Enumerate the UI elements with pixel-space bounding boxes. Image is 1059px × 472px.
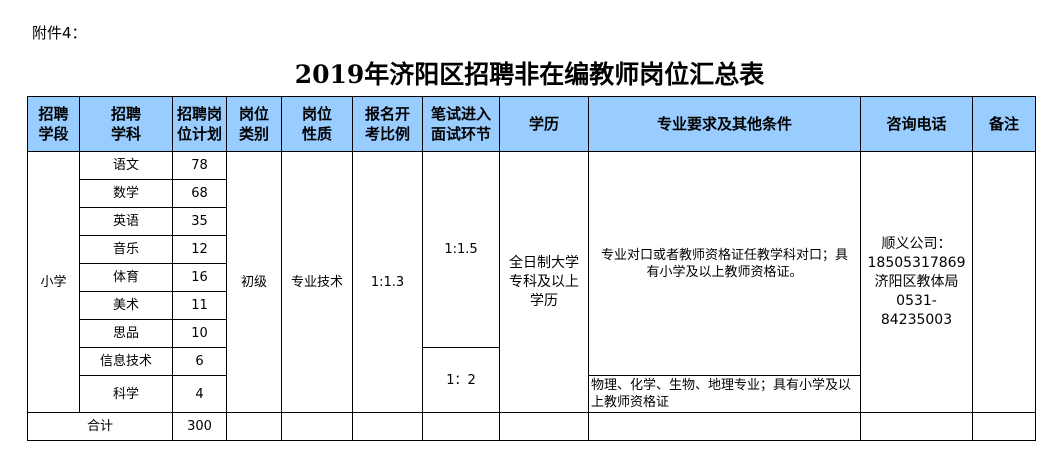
subject-cell: 信息技术 <box>79 347 173 376</box>
phone-cell: 顺义公司： 18505317869 济阳区教体局 0531-84235003 <box>860 151 973 413</box>
empty-cell <box>422 412 500 441</box>
table-row: 体育 16 <box>28 263 1036 292</box>
nature-cell: 专业技术 <box>281 151 353 413</box>
column-header: 笔试进入 面试环节 <box>422 96 500 152</box>
subject-cell: 英语 <box>79 207 173 236</box>
subject-cell: 数学 <box>79 179 173 208</box>
column-header: 岗位 类别 <box>226 96 282 152</box>
table-row: 音乐 12 <box>28 235 1036 264</box>
count-cell: 4 <box>172 375 227 413</box>
education-cell: 全日制大学专科及以上学历 <box>499 151 589 413</box>
count-cell: 35 <box>172 207 227 236</box>
count-cell: 11 <box>172 291 227 320</box>
count-cell: 10 <box>172 319 227 348</box>
column-header: 专业要求及其他条件 <box>588 96 861 152</box>
interview-ratio-cell: 1:1.5 <box>422 151 500 348</box>
page-title: 2019年济阳区招聘非在编教师岗位汇总表 <box>294 60 765 89</box>
empty-cell <box>352 412 423 441</box>
table-row: 思品 10 <box>28 319 1036 348</box>
requirement-cell: 专业对口或者教师资格证任教学科对口；具有小学及以上教师资格证。 <box>588 151 861 376</box>
phone-number: 0531-84235003 <box>880 292 953 328</box>
total-count: 300 <box>172 412 227 441</box>
subject-cell: 体育 <box>79 263 173 292</box>
subject-cell: 科学 <box>79 375 173 413</box>
phone-line: 济阳区教体局 <box>874 273 959 290</box>
table-row: 科学 4 物理、化学、生物、地理专业；具有小学及以上教师资格证 <box>28 375 1036 413</box>
column-header: 报名开 考比例 <box>352 96 423 152</box>
empty-cell <box>972 412 1036 441</box>
column-header: 岗位 性质 <box>281 96 353 152</box>
ratio-cell: 1:1.3 <box>352 151 423 413</box>
requirement-cell: 物理、化学、生物、地理专业；具有小学及以上教师资格证 <box>588 375 861 413</box>
empty-cell <box>226 412 282 441</box>
remarks-cell <box>972 151 1036 413</box>
table-row: 美术 11 <box>28 291 1036 320</box>
subject-cell: 美术 <box>79 291 173 320</box>
total-label: 合计 <box>27 412 173 441</box>
interview-ratio-cell: 1：2 <box>422 347 500 413</box>
recruitment-table: 招聘 学段 招聘 学科 招聘岗 位计划 岗位 类别 岗位 性质 报名开 考比例 笔试进入 面… <box>27 96 1036 441</box>
count-cell: 12 <box>172 235 227 264</box>
table-row: 英语 35 <box>28 207 1036 236</box>
empty-cell <box>860 412 973 441</box>
subject-cell: 语文 <box>79 151 173 180</box>
empty-cell <box>281 412 353 441</box>
subject-cell: 音乐 <box>79 235 173 264</box>
stage-cell: 小学 <box>27 151 80 413</box>
column-header: 招聘岗 位计划 <box>172 96 227 152</box>
table-row: 数学 68 <box>28 179 1036 208</box>
count-cell: 68 <box>172 179 227 208</box>
phone-line: 顺义公司： <box>881 235 952 252</box>
header-row: 招聘 学段 招聘 学科 招聘岗 位计划 岗位 类别 岗位 性质 报名开 考比例 笔试进入 面… <box>27 96 1036 152</box>
count-cell: 16 <box>172 263 227 292</box>
empty-cell <box>499 412 589 441</box>
count-cell: 78 <box>172 151 227 180</box>
subject-cell: 思品 <box>79 319 173 348</box>
column-header: 招聘 学段 <box>27 96 80 152</box>
table-row: 小学 语文 78 初级 专业技术 1:1.3 1:1.5 全日制大学专科及以上学… <box>27 151 1036 413</box>
column-header: 学历 <box>499 96 589 152</box>
column-header: 咨询电话 <box>860 96 973 152</box>
category-cell: 初级 <box>226 151 282 413</box>
count-cell: 6 <box>172 347 227 376</box>
total-row: 合计 300 <box>27 412 1036 441</box>
attachment-label: 附件4： <box>32 24 87 42</box>
column-header: 备注 <box>972 96 1036 152</box>
empty-cell <box>588 412 861 441</box>
phone-number: 18505317869 <box>867 254 966 271</box>
column-header: 招聘 学科 <box>79 96 173 152</box>
